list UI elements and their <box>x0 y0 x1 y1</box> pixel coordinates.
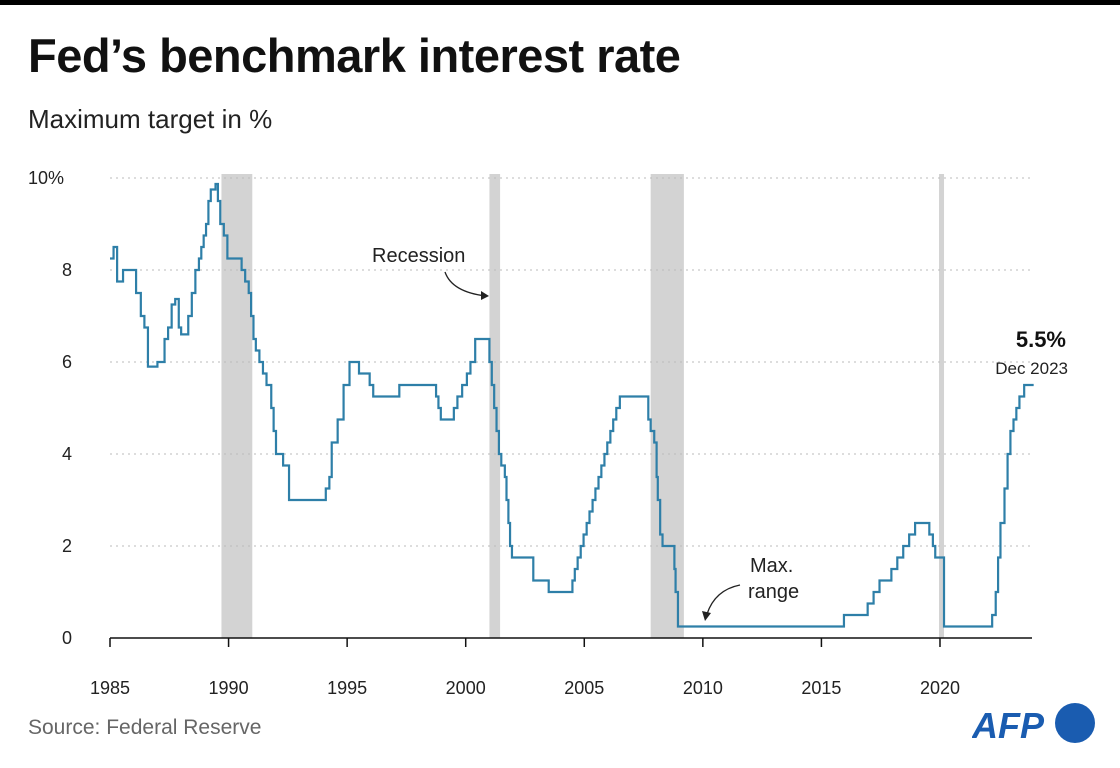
x-tick-label: 2015 <box>801 678 841 698</box>
recession-band <box>939 174 945 638</box>
y-tick-label: 8 <box>62 260 72 280</box>
x-tick-label: 2005 <box>564 678 604 698</box>
axes: 0 2 4 6 8 10% 1985 1990 1995 2000 2005 2010 2015 2020 <box>28 168 1032 698</box>
y-tick-label: 10% <box>28 168 64 188</box>
chart-title: Fed’s benchmark interest rate <box>28 29 681 82</box>
last-date-label: Dec 2023 <box>995 359 1068 378</box>
rate-line <box>110 182 1034 628</box>
y-tick-label: 2 <box>62 536 72 556</box>
source-note: Source: Federal Reserve <box>28 716 262 739</box>
last-value-label: 5.5% <box>1016 327 1066 352</box>
y-tick-label: 4 <box>62 444 72 464</box>
x-tick-label: 1995 <box>327 678 367 698</box>
recession-arrow <box>444 271 487 297</box>
y-tick-label: 0 <box>62 628 72 648</box>
afp-logo-text: AFP <box>972 705 1045 746</box>
recession-arrowhead <box>481 291 489 300</box>
y-tick-label: 6 <box>62 352 72 372</box>
recession-band <box>650 174 684 638</box>
chart-subtitle: Maximum target in % <box>28 104 273 134</box>
x-tick-label: 2010 <box>683 678 723 698</box>
x-tick-label: 2020 <box>920 678 960 698</box>
recession-band <box>221 174 253 638</box>
max-range-arrow <box>706 584 741 615</box>
x-tick-label: 1990 <box>209 678 249 698</box>
afp-logo-circle <box>1055 703 1095 743</box>
x-tick-label: 2000 <box>446 678 486 698</box>
x-tick-label: 1985 <box>90 678 130 698</box>
max-range-label-1: Max. <box>750 555 793 577</box>
recession-label: Recession <box>372 245 465 267</box>
top-rule <box>0 0 1120 5</box>
max-range-label-2: range <box>748 581 799 603</box>
recession-bands <box>221 174 945 638</box>
max-range-arrowhead <box>702 611 711 621</box>
afp-logo: AFP <box>972 703 1095 746</box>
gridlines <box>110 177 1032 547</box>
